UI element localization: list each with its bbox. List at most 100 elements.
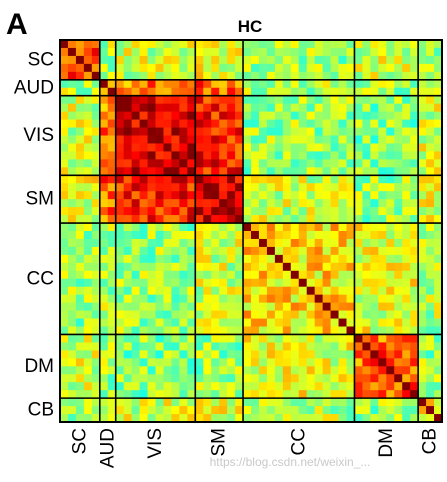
heatmap-cell [274,87,284,97]
heatmap-cell [274,302,284,311]
heatmap-cell [99,318,109,327]
heatmap-cell [338,231,347,240]
heatmap-cell [274,246,284,256]
heatmap-cell [155,151,164,160]
heatmap-cell [91,151,101,160]
heatmap-cell [274,326,284,335]
heatmap-cell [107,254,117,264]
heatmap-cell [258,159,268,168]
heatmap-cell [219,398,228,407]
heatmap-cell [274,238,284,248]
heatmap-cell [434,143,443,152]
heatmap-cell [394,167,403,176]
heatmap-cell [322,47,331,57]
heatmap-cell [131,342,140,351]
heatmap-cell [115,79,125,89]
heatmap-cell [60,215,69,224]
heatmap-cell [139,414,148,423]
heatmap-cell [67,40,77,49]
heatmap-cell [179,406,188,415]
heatmap-cell [107,79,117,89]
heatmap-cell [370,191,379,200]
heatmap-cell [434,111,443,120]
heatmap-cell [378,63,387,73]
heatmap-cell [330,326,339,335]
heatmap-cell [139,302,148,311]
heatmap-cell [203,326,212,335]
heatmap-cell [211,119,220,128]
heatmap-cell [338,40,347,49]
heatmap-cell [322,262,331,272]
heatmap-cell [282,398,292,407]
heatmap-cell [147,79,156,89]
heatmap-cell [227,254,236,264]
heatmap-cell [227,398,236,407]
heatmap-cell [251,151,260,160]
heatmap-cell [282,278,292,288]
heatmap-cell [298,254,308,264]
heatmap-cell [99,302,109,311]
heatmap-cell [418,238,427,248]
heatmap-cell [179,207,188,216]
heatmap-cell [378,246,387,256]
heatmap-cell [370,127,379,136]
heatmap-cell [362,366,371,375]
heatmap-cell [243,40,252,49]
heatmap-cell [434,63,443,73]
heatmap-cell [274,199,284,208]
heatmap-cell [147,71,156,81]
heatmap-cell [314,398,323,407]
heatmap-cell [203,183,212,192]
heatmap-cell [203,254,212,264]
heatmap-cell [346,326,355,335]
heatmap-cell [402,79,411,89]
heatmap-cell [99,390,109,399]
heatmap-cell [75,302,85,311]
heatmap-cell [227,40,236,49]
heatmap-cell [67,63,77,73]
heatmap-cell [107,151,117,160]
heatmap-cell [298,302,308,311]
heatmap-cell [235,278,244,288]
heatmap-cell [115,382,125,391]
heatmap-cell [362,47,371,57]
heatmap-cell [354,246,363,256]
heatmap-cell [155,302,164,311]
heatmap-cell [378,254,387,264]
heatmap-cell [243,87,252,97]
heatmap-cell [266,127,276,136]
heatmap-cell [394,207,403,216]
heatmap-cell [235,262,244,272]
heatmap-cell [274,310,284,319]
heatmap-cell [75,382,85,391]
heatmap-cell [362,342,371,351]
heatmap-cell [402,358,411,367]
heatmap-cell [298,87,308,97]
heatmap-cell [330,374,339,383]
heatmap-cell [67,414,77,423]
heatmap-cell [274,47,284,57]
heatmap-cell [147,111,156,120]
heatmap-cell [243,175,252,184]
heatmap-cell [274,286,284,296]
heatmap-cell [235,350,244,359]
heatmap-cell [282,270,292,280]
heatmap-cell [402,231,411,240]
heatmap-cell [434,382,443,391]
heatmap-cell [163,246,172,256]
heatmap-cell [354,79,363,89]
heatmap-cell [203,103,212,112]
heatmap-cell [99,238,109,248]
heatmap-cell [370,207,379,216]
heatmap-cell [131,382,140,391]
heatmap-cell [179,238,188,248]
heatmap-cell [274,71,284,81]
heatmap-cell [362,95,371,105]
heatmap-cell [115,223,125,232]
heatmap-cell [322,199,331,208]
heatmap-cell [195,135,204,144]
heatmap-cell [306,151,316,160]
heatmap-cell [274,207,284,216]
heatmap-cell [123,278,132,288]
heatmap-cell [219,207,228,216]
